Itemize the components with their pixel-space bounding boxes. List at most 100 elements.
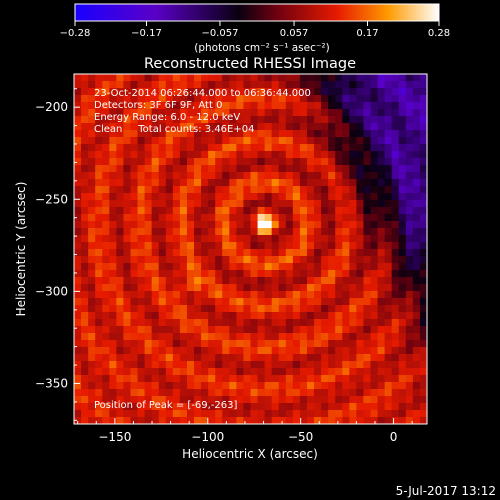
heatmap-cell	[222, 382, 230, 390]
heatmap-cell	[165, 214, 174, 222]
heatmap-cell	[257, 291, 266, 299]
heatmap-cell	[299, 88, 308, 96]
heatmap-cell	[179, 396, 188, 404]
heatmap-cell	[405, 109, 414, 117]
heatmap-cell	[151, 354, 160, 362]
heatmap-cell	[144, 249, 153, 257]
heatmap-cell	[179, 375, 188, 383]
heatmap-cell	[419, 200, 427, 208]
heatmap-cell	[419, 186, 427, 194]
heatmap-cell	[377, 200, 386, 208]
heatmap-cell	[405, 263, 414, 271]
heatmap-cell	[412, 298, 421, 306]
heatmap-cell	[384, 291, 393, 299]
heatmap-cell	[186, 95, 195, 103]
heatmap-cell	[222, 151, 230, 159]
heatmap-cell	[412, 277, 421, 285]
heatmap-cell	[179, 179, 188, 187]
heatmap-cell	[370, 375, 379, 383]
heatmap-cell	[158, 284, 167, 292]
heatmap-cell	[81, 165, 89, 173]
heatmap-cell	[144, 165, 153, 173]
heatmap-cell	[391, 186, 400, 194]
heatmap-cell	[278, 298, 287, 306]
heatmap-cell	[109, 242, 117, 250]
heatmap-cell	[201, 354, 209, 362]
heatmap-cell	[363, 186, 372, 194]
heatmap-cell	[405, 179, 414, 187]
heatmap-cell	[314, 319, 322, 327]
heatmap-cell	[201, 312, 209, 320]
heatmap-cell	[236, 193, 245, 201]
heatmap-cell	[377, 109, 386, 117]
heatmap-cell	[243, 298, 252, 306]
heatmap-cell	[328, 256, 336, 264]
heatmap-cell	[250, 109, 259, 117]
heatmap-cell	[179, 340, 188, 348]
heatmap-cell	[321, 137, 329, 145]
heatmap-cell	[208, 277, 216, 285]
heatmap-cell	[356, 116, 365, 124]
heatmap-cell	[201, 389, 209, 397]
heatmap-cell	[102, 172, 110, 180]
heatmap-cell	[116, 137, 125, 145]
heatmap-cell	[285, 109, 294, 117]
heatmap-cell	[137, 228, 146, 236]
heatmap-cell	[186, 382, 195, 390]
heatmap-cell	[116, 186, 125, 194]
heatmap-cell	[243, 151, 252, 159]
heatmap-cell	[179, 305, 188, 313]
heatmap-cell	[102, 249, 110, 257]
heatmap-cell	[299, 305, 308, 313]
heatmap-cell	[130, 368, 139, 376]
heatmap-cell	[102, 347, 110, 355]
heatmap-cell	[88, 158, 96, 166]
heatmap-cell	[102, 368, 110, 376]
heatmap-cell	[278, 361, 287, 369]
heatmap-cell	[335, 284, 343, 292]
heatmap-cell	[179, 312, 188, 320]
heatmap-cell	[243, 242, 252, 250]
heatmap-cell	[172, 123, 181, 131]
heatmap-cell	[109, 333, 117, 341]
heatmap-cell	[123, 277, 132, 285]
heatmap-cell	[342, 291, 350, 299]
heatmap-cell	[405, 347, 414, 355]
heatmap-cell	[356, 291, 365, 299]
heatmap-cell	[165, 193, 174, 201]
heatmap-cell	[285, 130, 294, 138]
heatmap-cell	[250, 130, 259, 138]
heatmap-cell	[321, 368, 329, 376]
heatmap-cell	[314, 382, 322, 390]
heatmap-cell	[102, 277, 110, 285]
heatmap-cell	[179, 298, 188, 306]
heatmap-cell	[299, 214, 308, 222]
heatmap-cell	[194, 256, 202, 264]
heatmap-cell	[306, 228, 315, 236]
heatmap-cell	[116, 326, 125, 334]
heatmap-cell	[384, 207, 393, 215]
heatmap-cell	[321, 165, 329, 173]
heatmap-cell	[419, 158, 427, 166]
heatmap-cell	[165, 361, 174, 369]
heatmap-cell	[116, 284, 125, 292]
heatmap-cell	[342, 417, 350, 424]
heatmap-cell	[349, 179, 357, 187]
heatmap-cell	[398, 270, 407, 278]
heatmap-cell	[95, 396, 103, 404]
heatmap-cell	[229, 256, 237, 264]
heatmap-cell	[292, 368, 301, 376]
heatmap-cell	[201, 340, 209, 348]
heatmap-cell	[250, 326, 259, 334]
heatmap-cell	[412, 375, 421, 383]
heatmap-cell	[243, 396, 252, 404]
heatmap-cell	[236, 158, 245, 166]
heatmap-cell	[151, 186, 160, 194]
heatmap-cell	[257, 144, 266, 152]
heatmap-cell	[116, 74, 125, 82]
heatmap-cell	[405, 95, 414, 103]
heatmap-cell	[109, 389, 117, 397]
heatmap-cell	[356, 270, 365, 278]
heatmap-cell	[236, 375, 245, 383]
heatmap-cell	[130, 270, 139, 278]
